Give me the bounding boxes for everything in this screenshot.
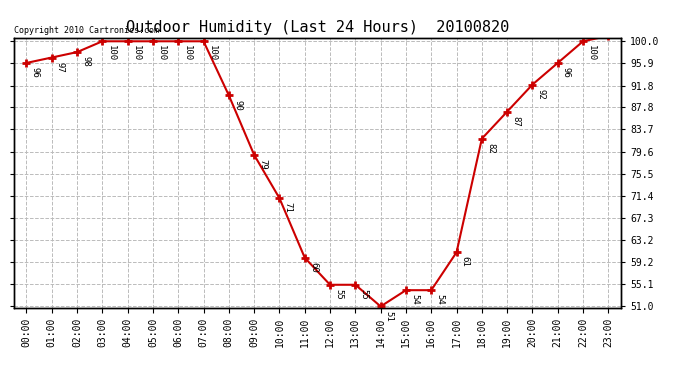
Text: 55: 55 xyxy=(359,289,368,300)
Text: 51: 51 xyxy=(385,310,394,321)
Text: 100: 100 xyxy=(208,45,217,62)
Text: 71: 71 xyxy=(284,202,293,213)
Text: 97: 97 xyxy=(56,62,65,72)
Text: 100: 100 xyxy=(157,45,166,62)
Text: 79: 79 xyxy=(258,159,267,170)
Text: 87: 87 xyxy=(511,116,520,126)
Text: 98: 98 xyxy=(81,56,90,67)
Text: 101: 101 xyxy=(0,374,1,375)
Text: 100: 100 xyxy=(106,45,115,62)
Text: 100: 100 xyxy=(132,45,141,62)
Text: 60: 60 xyxy=(309,262,318,273)
Text: 54: 54 xyxy=(435,294,444,305)
Text: 82: 82 xyxy=(486,143,495,154)
Text: Copyright 2010 Cartronics.com: Copyright 2010 Cartronics.com xyxy=(14,26,159,35)
Text: 100: 100 xyxy=(587,45,596,62)
Text: 96: 96 xyxy=(30,67,39,78)
Text: 55: 55 xyxy=(334,289,343,300)
Text: 100: 100 xyxy=(182,45,191,62)
Title: Outdoor Humidity (Last 24 Hours)  20100820: Outdoor Humidity (Last 24 Hours) 2010082… xyxy=(126,20,509,35)
Text: 61: 61 xyxy=(461,256,470,267)
Text: 54: 54 xyxy=(410,294,419,305)
Text: 92: 92 xyxy=(537,89,546,99)
Text: 90: 90 xyxy=(233,99,242,110)
Text: 96: 96 xyxy=(562,67,571,78)
